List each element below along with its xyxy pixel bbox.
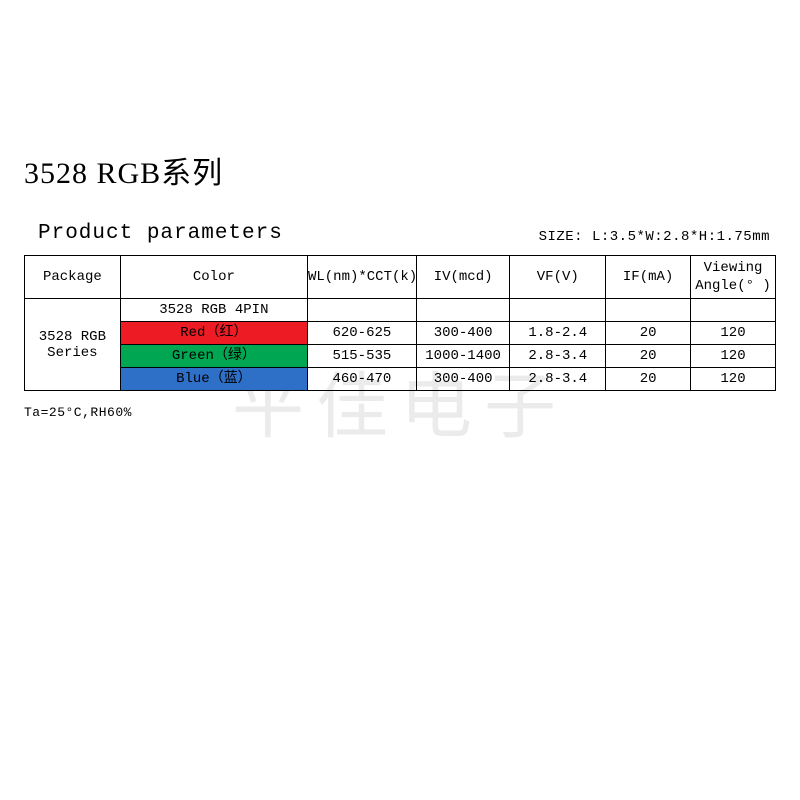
cell-empty [691, 299, 776, 322]
cell-color-header: 3528 RGB 4PIN [120, 299, 307, 322]
cell-empty [307, 299, 416, 322]
cell-empty [606, 299, 691, 322]
cell-if: 20 [606, 368, 691, 391]
cell-iv: 300-400 [416, 322, 510, 345]
cell-vf: 2.8-3.4 [510, 345, 606, 368]
cell-color-green: Green（绿） [120, 345, 307, 368]
cell-iv: 1000-1400 [416, 345, 510, 368]
cell-angle: 120 [691, 368, 776, 391]
table-row: 3528 RGB Series 3528 RGB 4PIN [25, 299, 776, 322]
cell-empty [510, 299, 606, 322]
cell-color-red: Red（红） [120, 322, 307, 345]
cell-wl: 620-625 [307, 322, 416, 345]
size-label: SIZE: L:3.5*W:2.8*H:1.75mm [539, 229, 770, 245]
subtitle-row: Product parameters SIZE: L:3.5*W:2.8*H:1… [24, 222, 776, 245]
cell-package: 3528 RGB Series [25, 299, 121, 391]
table-row: Blue（蓝） 460-470 300-400 2.8-3.4 20 120 [25, 368, 776, 391]
subtitle: Product parameters [38, 222, 283, 245]
cell-angle: 120 [691, 345, 776, 368]
cell-color-blue: Blue（蓝） [120, 368, 307, 391]
cell-if: 20 [606, 322, 691, 345]
cell-if: 20 [606, 345, 691, 368]
cell-empty [416, 299, 510, 322]
th-vf: VF(V) [510, 256, 606, 299]
th-wl: WL(nm)*CCT(k) [307, 256, 416, 299]
th-color: Color [120, 256, 307, 299]
parameters-table: Package Color WL(nm)*CCT(k) IV(mcd) VF(V… [24, 255, 776, 391]
th-iv: IV(mcd) [416, 256, 510, 299]
cell-vf: 2.8-3.4 [510, 368, 606, 391]
table-header-row: Package Color WL(nm)*CCT(k) IV(mcd) VF(V… [25, 256, 776, 299]
cell-angle: 120 [691, 322, 776, 345]
table-row: Green（绿） 515-535 1000-1400 2.8-3.4 20 12… [25, 345, 776, 368]
cell-wl: 515-535 [307, 345, 416, 368]
th-angle: Viewing Angle(° ) [691, 256, 776, 299]
table-row: Red（红） 620-625 300-400 1.8-2.4 20 120 [25, 322, 776, 345]
th-if: IF(mA) [606, 256, 691, 299]
cell-wl: 460-470 [307, 368, 416, 391]
cell-vf: 1.8-2.4 [510, 322, 606, 345]
page-title: 3528 RGB系列 [24, 148, 776, 192]
content-area: 3528 RGB系列 Product parameters SIZE: L:3.… [24, 148, 776, 420]
th-package: Package [25, 256, 121, 299]
cell-iv: 300-400 [416, 368, 510, 391]
footer-note: Ta=25°C,RH60% [24, 405, 776, 420]
